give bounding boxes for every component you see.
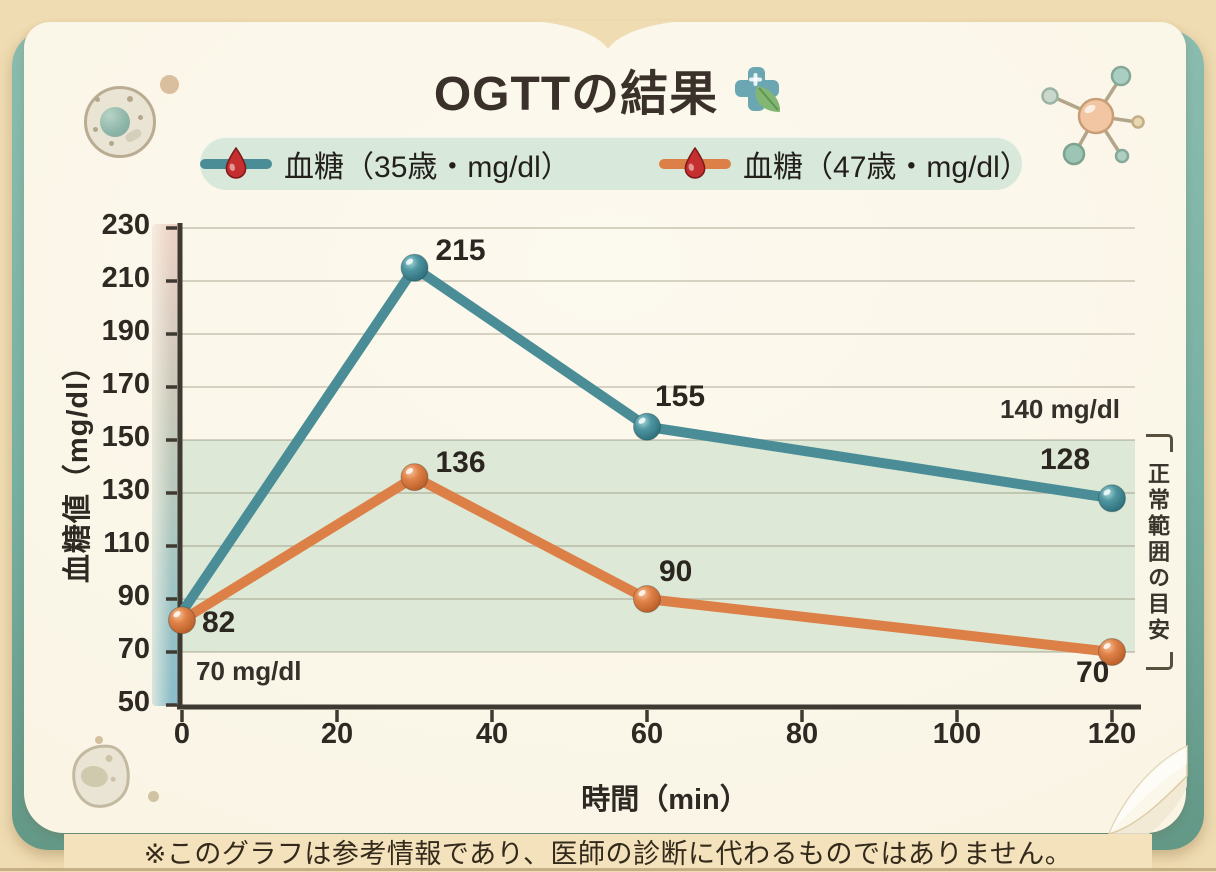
- y-tick-label: 190: [101, 315, 150, 347]
- lower-normal-annotation: 70 mg/dl: [196, 656, 302, 686]
- x-tick-label: 0: [173, 718, 191, 750]
- data-point-highlight: [1103, 642, 1111, 650]
- y-tick-label: 130: [101, 474, 150, 506]
- cell-nucleus: [100, 107, 130, 137]
- data-point: [633, 412, 661, 441]
- title-group: OGTTの結果: [0, 54, 1216, 124]
- molecule-icon: [1041, 65, 1145, 166]
- legend-marker-35: [200, 146, 272, 181]
- disclaimer-text: ※このグラフは参考情報であり、医師の診断に代わるものではありません。: [143, 839, 1073, 869]
- y-tick-label: 210: [101, 262, 150, 294]
- legend-label-47: 血糖（47歳・mg/dl）: [743, 150, 1030, 184]
- data-point-highlight: [405, 258, 414, 265]
- data-point-label: 155: [655, 379, 706, 413]
- cell-icon: [84, 86, 156, 158]
- cell-dot: [93, 127, 98, 132]
- data-point-label: 136: [435, 446, 486, 480]
- y-tick-label: 170: [101, 368, 150, 400]
- footer-strip: ※このグラフは参考情報であり、医師の診断に代わるものではありません。: [64, 834, 1152, 869]
- footer-divider: [0, 868, 1216, 871]
- y-tick-label: 110: [103, 527, 150, 559]
- y-tick-label: 90: [117, 580, 150, 612]
- data-point: [400, 253, 429, 282]
- data-point: [633, 585, 661, 613]
- x-tick-label: 20: [320, 718, 354, 750]
- data-point-highlight: [638, 589, 646, 597]
- y-tick-label: 230: [101, 209, 150, 241]
- decoration-dot: [160, 75, 179, 94]
- y-axis-title: 血糖値（mg/dl）: [62, 350, 94, 584]
- x-tick-label: 120: [1087, 718, 1137, 750]
- normal-range-bracket-top: [1146, 434, 1173, 452]
- x-axis-title: 時間（min）: [581, 784, 749, 816]
- medical-cross-leaf-icon: [735, 67, 781, 112]
- page-top-notch: [533, 21, 683, 49]
- series-line-0: [177, 262, 1117, 618]
- blood-drop-icon: [225, 146, 247, 179]
- legend-item-35: 血糖（35歳・mg/dl）: [200, 142, 571, 186]
- data-point-label: 128: [1040, 443, 1091, 477]
- y-tick-label: 50: [117, 686, 150, 718]
- x-tick-label: 60: [630, 718, 664, 750]
- data-point-label: 215: [435, 233, 486, 267]
- legend-item-47: 血糖（47歳・mg/dl）: [659, 142, 1030, 186]
- chart-legend: 血糖（35歳・mg/dl） 血糖（47歳・mg/dl）: [200, 137, 1030, 190]
- cell-dot: [109, 141, 114, 146]
- data-point: [168, 606, 196, 635]
- legend-label-35: 血糖（35歳・mg/dl）: [284, 150, 571, 184]
- y-tick-label: 70: [117, 633, 150, 665]
- data-point-highlight: [638, 417, 646, 424]
- data-point-label: 70: [1076, 656, 1110, 689]
- series-line-1: [177, 472, 1117, 657]
- decoration-dot: [148, 791, 159, 802]
- cell-dot: [138, 115, 143, 120]
- normal-range-side-label: 正常範囲の目安: [1145, 462, 1170, 644]
- data-point-label: 90: [659, 555, 693, 588]
- data-point-highlight: [1103, 489, 1111, 496]
- x-tick-label: 40: [475, 718, 509, 750]
- upper-normal-annotation: 140 mg/dl: [1000, 394, 1120, 424]
- y-tick-label: 150: [101, 421, 150, 453]
- data-point-highlight: [405, 468, 414, 475]
- data-point: [400, 463, 429, 492]
- page-title: OGTTの結果: [433, 68, 719, 121]
- x-tick-label: 80: [785, 718, 819, 750]
- normal-range-bracket-bottom: [1146, 652, 1173, 670]
- data-point-label: 82: [202, 606, 236, 640]
- cell-dot: [95, 97, 100, 102]
- blood-drop-icon: [684, 146, 706, 179]
- decoration-dot: [95, 736, 103, 744]
- cell-dot: [127, 96, 133, 102]
- data-point: [1098, 484, 1126, 513]
- legend-marker-47: [659, 146, 731, 181]
- data-point-highlight: [173, 611, 181, 618]
- x-tick-label: 100: [932, 718, 982, 750]
